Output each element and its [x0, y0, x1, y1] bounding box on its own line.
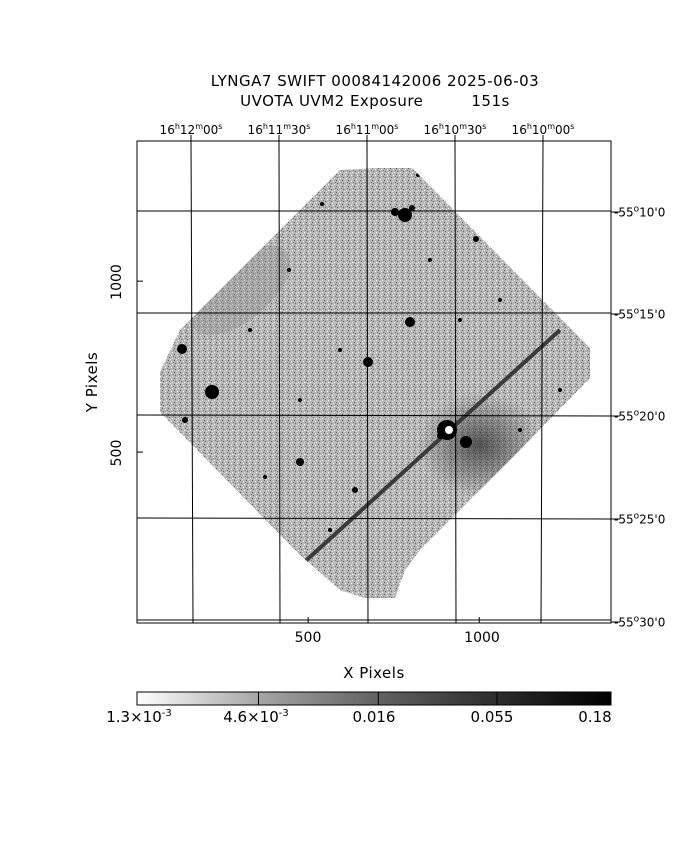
point-source — [473, 236, 479, 242]
point-source — [405, 317, 415, 327]
y-tick-label: 1000 — [109, 264, 125, 300]
colorbar-label: 4.6×10-3 — [223, 708, 289, 726]
x-tick-label: 500 — [294, 630, 322, 646]
x-tick-label: 1000 — [464, 630, 500, 646]
point-source — [182, 417, 188, 423]
ra-grid-line — [278, 140, 281, 624]
point-source — [298, 398, 302, 402]
colorbar-label: 0.055 — [470, 708, 514, 726]
point-source — [296, 458, 304, 466]
point-source — [248, 328, 252, 332]
ra-grid-line — [454, 140, 457, 624]
ra-tick-label: 16h11m00s — [335, 122, 399, 137]
ra-grid-line — [190, 140, 194, 624]
y-axis-label: Y Pixels — [83, 351, 101, 413]
dec-tick-label: -55o20'0 — [614, 408, 666, 424]
dec-tick-label: -55o10'0 — [614, 204, 666, 220]
point-source — [177, 344, 187, 354]
point-source — [352, 487, 358, 493]
colorbar-ticks — [136, 692, 612, 705]
dec-tick-label: -55o15'0 — [614, 306, 666, 322]
ra-tick-label: 16h12m00s — [159, 122, 223, 137]
point-source — [287, 268, 291, 272]
colorbar-label: 0.18 — [578, 708, 612, 726]
uvot-exposure-image — [160, 168, 590, 598]
plot-title-line1: LYNGA7 SWIFT 00084142006 2025-06-03 — [210, 72, 540, 90]
point-source — [409, 205, 415, 211]
point-source — [263, 475, 267, 479]
colorbar-label: 1.3×10-3 — [106, 708, 172, 726]
point-source — [320, 202, 324, 206]
point-source — [205, 385, 219, 399]
plot-frame — [136, 140, 612, 624]
filter-exposure-label: UVOTA UVM2 Exposure — [240, 92, 424, 110]
point-source — [518, 428, 522, 432]
dec-tick-label: -55o30'0 — [614, 614, 666, 630]
point-source — [498, 298, 502, 302]
point-source — [391, 208, 399, 216]
point-source — [460, 436, 472, 448]
x-axis-label: X Pixels — [343, 664, 405, 682]
dec-tick-label: -55o25'0 — [614, 511, 666, 527]
colorbar — [136, 691, 612, 706]
ra-grid-line — [366, 140, 369, 624]
dec-grid-line — [136, 517, 612, 520]
point-source — [437, 433, 443, 439]
axis-ticks — [137, 135, 620, 623]
coordinate-grid — [136, 140, 612, 624]
y-tick-label: 500 — [109, 439, 125, 467]
point-source — [428, 258, 432, 262]
ra-grid-line — [540, 140, 544, 624]
point-source — [458, 318, 462, 322]
point-source — [338, 348, 342, 352]
point-source — [416, 173, 420, 177]
point-source — [363, 357, 373, 367]
saturated-core — [445, 426, 453, 434]
plot-title-line2: UVOTA UVM2 Exposure 151s — [0, 92, 680, 110]
ra-tick-label: 16h10m00s — [511, 122, 575, 137]
ra-tick-label: 16h10m30s — [423, 122, 487, 137]
colorbar-label: 0.016 — [352, 708, 396, 726]
point-source — [558, 388, 562, 392]
exposure-time-label: 151s — [471, 92, 510, 110]
ra-tick-label: 16h11m30s — [247, 122, 311, 137]
dec-grid-line — [136, 414, 612, 417]
point-source — [328, 528, 332, 532]
